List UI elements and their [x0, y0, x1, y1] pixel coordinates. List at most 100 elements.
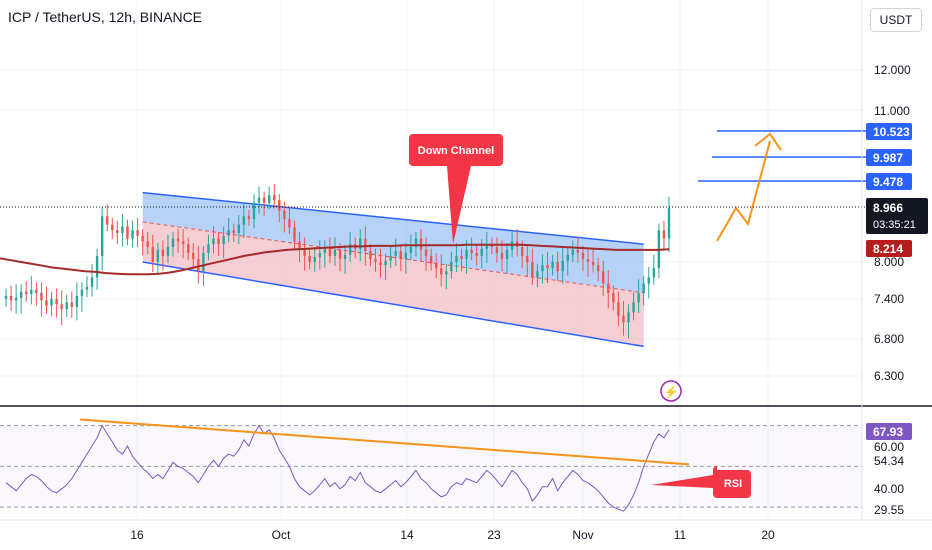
candle — [222, 226, 225, 259]
candle — [404, 243, 408, 274]
candle — [151, 234, 154, 272]
candle — [647, 266, 650, 299]
candle — [328, 237, 332, 264]
candle-body — [171, 238, 175, 247]
down-channel — [142, 191, 644, 348]
candle-body — [541, 265, 544, 272]
candle — [369, 244, 372, 267]
candle-body — [252, 202, 256, 220]
lightning-icon[interactable]: ⚡ — [660, 380, 682, 402]
level-badge: 10.523 — [873, 125, 910, 139]
candle — [55, 288, 58, 318]
candle — [414, 231, 418, 257]
candle-body — [35, 289, 38, 293]
candle — [283, 201, 286, 233]
candle-body — [217, 238, 220, 245]
candle-body — [450, 262, 453, 272]
candle-body — [60, 304, 63, 309]
candle-body — [90, 277, 94, 287]
rsi-axis[interactable]: 67.93 60.00 54.34 40.00 29.55 — [866, 423, 912, 517]
candle — [612, 285, 615, 311]
candle — [146, 231, 149, 255]
candle — [323, 240, 327, 268]
candle-body — [126, 226, 129, 239]
candle-body — [647, 277, 650, 284]
candle-body — [642, 283, 645, 293]
candle-body — [460, 255, 463, 259]
candle-body — [181, 241, 185, 245]
time-tick: 11 — [674, 528, 687, 542]
candle-body — [278, 200, 281, 211]
candle — [586, 248, 590, 277]
candle — [227, 217, 230, 243]
candle-body — [65, 302, 68, 309]
candle-body — [465, 249, 468, 259]
candle-body — [121, 226, 124, 234]
chart-title: ICP / TetherUS, 12h, BINANCE — [8, 9, 203, 25]
current-price-badge: 8.966 03:35:21 — [866, 198, 928, 234]
candle-body — [40, 292, 43, 301]
channel-upper-line — [142, 191, 644, 245]
candle — [475, 245, 478, 266]
candle-body — [612, 292, 615, 303]
candle — [9, 285, 13, 311]
candles — [4, 183, 671, 339]
price-axis[interactable]: 12.000 11.000 8.000 7.400 6.800 6.300 — [874, 63, 911, 383]
rsi-tick: 54.34 — [874, 454, 904, 468]
candle-body — [561, 260, 564, 272]
candle — [70, 291, 73, 318]
candle-body — [75, 295, 79, 307]
candle-body — [369, 251, 372, 259]
time-axis[interactable]: 16 Oct 14 23 Nov 11 20 — [130, 528, 775, 542]
candle-body — [394, 251, 397, 256]
candle — [121, 214, 124, 247]
candle-body — [298, 241, 301, 250]
candle — [262, 191, 266, 216]
price-tick: 7.400 — [874, 292, 904, 306]
candle — [546, 251, 549, 283]
candle-body — [667, 207, 671, 239]
candle-body — [237, 224, 241, 234]
candle — [632, 291, 635, 321]
candle-body — [100, 216, 104, 256]
candle-body — [521, 246, 524, 256]
candle-body — [227, 230, 230, 236]
candle-body — [9, 295, 13, 301]
candle-body — [80, 289, 84, 296]
candle — [617, 291, 620, 327]
candle-body — [546, 265, 549, 269]
candle-body — [136, 230, 139, 236]
candle-body — [622, 315, 625, 323]
currency-selector[interactable]: USDT — [870, 8, 922, 32]
candle — [389, 245, 392, 269]
candle — [440, 254, 443, 287]
candle-body — [95, 255, 99, 278]
candle — [100, 206, 104, 271]
candle — [445, 263, 448, 290]
rsi-tick: 60.00 — [874, 440, 904, 454]
candle-body — [581, 252, 585, 259]
candle — [576, 237, 580, 263]
candle — [278, 194, 281, 222]
candle-body — [30, 289, 33, 295]
candle-body — [131, 230, 134, 239]
candle — [4, 288, 8, 307]
candle — [80, 282, 84, 312]
candle — [602, 260, 605, 296]
time-tick: 23 — [487, 528, 501, 542]
candle-body — [303, 249, 306, 256]
level-badges: 10.523 9.987 9.478 — [866, 123, 912, 190]
level-badge: 9.987 — [873, 151, 903, 165]
candle-body — [197, 258, 200, 272]
candle-body — [323, 246, 327, 253]
candle-body — [293, 227, 296, 242]
candle-body — [455, 255, 458, 262]
candle — [166, 234, 170, 264]
candle — [581, 245, 585, 272]
time-tick: 16 — [130, 528, 144, 542]
current-price-value: 8.966 — [873, 201, 903, 215]
candle-body — [607, 283, 610, 293]
candle — [197, 245, 200, 284]
candle-body — [429, 255, 433, 264]
